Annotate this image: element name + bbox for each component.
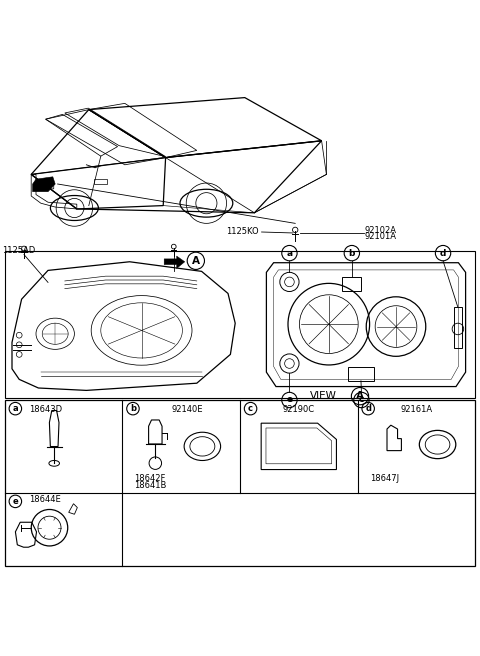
Text: 92102A: 92102A <box>365 226 397 235</box>
Text: VIEW: VIEW <box>310 391 336 401</box>
Text: 18642F: 18642F <box>134 474 166 483</box>
Text: a: a <box>12 404 18 413</box>
Text: 18644E: 18644E <box>29 495 60 504</box>
Polygon shape <box>164 256 185 268</box>
Bar <box>5 251 475 398</box>
Text: d: d <box>440 249 446 258</box>
Text: c: c <box>359 396 364 405</box>
Text: b: b <box>348 249 355 258</box>
Text: A: A <box>192 256 200 266</box>
Text: b: b <box>130 404 136 413</box>
Text: 92140E: 92140E <box>171 405 203 414</box>
Text: 92101A: 92101A <box>365 232 397 241</box>
Text: 18647J: 18647J <box>370 474 399 483</box>
Text: 18641B: 18641B <box>134 481 167 489</box>
Bar <box>5 400 475 565</box>
Bar <box>94 179 107 184</box>
Text: 92190C: 92190C <box>283 405 315 414</box>
Text: A: A <box>356 391 364 401</box>
Text: e: e <box>12 497 18 506</box>
Text: 18643D: 18643D <box>29 405 62 414</box>
Bar <box>342 277 361 291</box>
Text: e: e <box>287 396 292 405</box>
Text: c: c <box>248 404 253 413</box>
Text: 1125AD: 1125AD <box>2 246 36 255</box>
Bar <box>348 367 374 380</box>
Text: a: a <box>287 249 292 258</box>
Text: 1125KO: 1125KO <box>226 228 258 237</box>
Text: 92161A: 92161A <box>400 405 432 414</box>
Text: d: d <box>365 404 371 413</box>
Polygon shape <box>33 177 55 192</box>
